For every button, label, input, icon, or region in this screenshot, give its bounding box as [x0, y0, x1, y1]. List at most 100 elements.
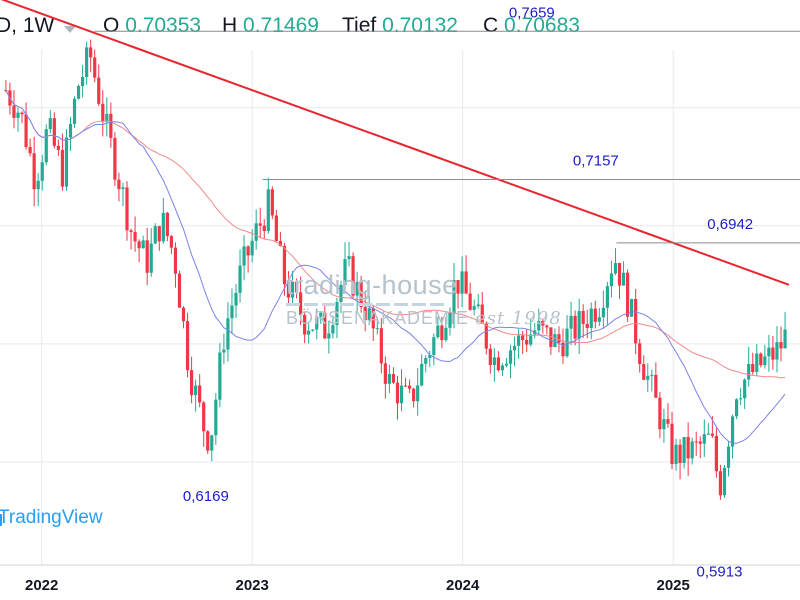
candle-body	[72, 98, 77, 124]
candle-body	[593, 308, 597, 322]
candle-body	[93, 57, 97, 78]
candle-body	[585, 323, 589, 329]
candle-body	[347, 256, 351, 260]
candle-body	[294, 281, 299, 293]
candle-body	[343, 259, 347, 285]
candle-body	[739, 398, 743, 400]
candle-body	[678, 444, 682, 463]
candle-body	[323, 312, 327, 339]
candle-body	[561, 342, 565, 357]
tradingview-logo-icon	[0, 514, 2, 526]
candle-body	[254, 223, 258, 241]
watermark-bar	[286, 303, 444, 306]
candle-body	[625, 272, 630, 317]
candle-body	[80, 76, 85, 87]
candle-body	[710, 433, 714, 436]
candle-body	[181, 307, 186, 322]
candle-body	[634, 299, 638, 344]
candle-body	[646, 375, 650, 380]
candle-body	[250, 240, 254, 256]
candle-body	[504, 363, 509, 366]
candle-body	[246, 246, 250, 256]
candle-body	[210, 435, 214, 451]
candle-body	[775, 342, 779, 360]
candle-body	[630, 299, 634, 317]
candle-body	[444, 327, 448, 341]
tradingview-brand[interactable]: TradingView	[0, 507, 103, 528]
candle-body	[371, 308, 375, 329]
moving-average-fast	[5, 90, 786, 444]
candle-body	[496, 357, 501, 371]
candle-body	[395, 382, 400, 404]
candle-body	[327, 333, 331, 339]
candle-body	[375, 328, 379, 330]
chevron-down-icon[interactable]	[64, 26, 76, 33]
candle-body	[726, 446, 731, 468]
watermark-title: trading-house	[286, 270, 458, 300]
candle-body	[734, 399, 739, 417]
candle-body	[32, 153, 36, 190]
candle-body	[60, 149, 65, 187]
candle-body	[351, 256, 355, 296]
candle-body	[109, 113, 113, 138]
candle-body	[391, 374, 396, 383]
candle-body	[448, 312, 452, 328]
candle-body	[335, 301, 339, 326]
candle-body	[379, 328, 383, 364]
candle-body	[149, 243, 153, 273]
symbol-interval[interactable]: D, 1W	[0, 14, 55, 37]
candle-body	[722, 467, 727, 496]
candle-body	[658, 397, 662, 430]
candle-body	[407, 385, 412, 389]
candle-body	[771, 347, 775, 360]
candle-body	[516, 335, 521, 346]
candle-body	[24, 114, 28, 148]
moving-average-slow	[5, 90, 786, 379]
x-tick-label: 2023	[235, 577, 268, 594]
candle-body	[274, 215, 278, 241]
watermark-subtitle: BÖRSENAKADEMIE est 1998	[286, 308, 562, 329]
candle-body	[359, 282, 363, 308]
candle-body	[56, 145, 60, 150]
candle-body	[682, 437, 686, 463]
candle-body	[759, 353, 763, 366]
candle-body	[189, 370, 194, 396]
candle-body	[262, 225, 266, 232]
candle-body	[452, 280, 456, 313]
candle-body	[97, 77, 101, 104]
candle-body	[569, 315, 573, 329]
candle-body	[521, 335, 525, 340]
candle-body	[500, 365, 505, 371]
candle-body	[512, 345, 517, 351]
level-label: 0,6942	[707, 216, 753, 233]
candle-body	[412, 388, 416, 402]
candle-body	[424, 357, 428, 364]
candle-body	[226, 318, 230, 350]
candle-body	[650, 374, 654, 376]
candle-body	[666, 419, 670, 424]
candle-body	[440, 325, 444, 341]
x-tick-label: 2025	[656, 577, 689, 594]
trendline	[0, 0, 790, 286]
candle-body	[133, 231, 137, 242]
candle-body	[230, 305, 234, 319]
candle-body	[319, 312, 323, 317]
candle-body	[68, 123, 73, 138]
candle-body	[718, 471, 723, 496]
candle-body	[577, 311, 581, 339]
candle-body	[702, 434, 706, 444]
candle-body	[387, 374, 392, 384]
candle-body	[432, 337, 436, 355]
candle-body	[662, 419, 666, 430]
candle-body	[743, 379, 747, 399]
candle-body	[202, 402, 206, 432]
candle-body	[105, 113, 109, 122]
candle-body	[278, 240, 283, 246]
candle-body	[303, 314, 307, 335]
candle-body	[270, 189, 274, 216]
candle-body	[609, 273, 614, 287]
candle-body	[266, 189, 270, 232]
candle-body	[101, 103, 105, 122]
candle-body	[85, 47, 89, 77]
